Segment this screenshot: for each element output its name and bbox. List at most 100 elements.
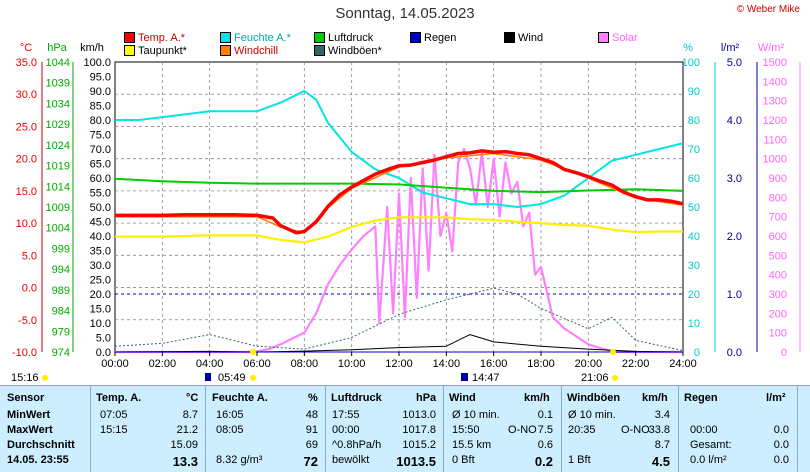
pressure-tick-label: 979 [52, 326, 70, 338]
table-cell-temp-t: 15:15 [100, 424, 128, 436]
wind-tick-label: 45.0 [90, 217, 111, 229]
temp-tick-label: 10.0 [16, 218, 37, 230]
table-cell-press-v: 1017.8 [402, 424, 436, 436]
solar-tick-label: 600 [769, 231, 787, 243]
rain-axis-header: l/m² [721, 42, 740, 54]
header-temp: Temp. A. [96, 392, 142, 404]
table-cell-rain-a: 0.0 l/m² [690, 454, 727, 466]
table-cell-temp-v: 8.7 [182, 409, 198, 421]
wind-tick-label: 85.0 [90, 101, 111, 113]
x-tick-label: 02:00 [149, 358, 177, 370]
table-cell-temp-v: 13.3 [172, 454, 198, 469]
table-divider [443, 386, 444, 472]
series-line-windben [114, 287, 684, 352]
legend-item: Solar [598, 32, 638, 44]
table-cell-press-t: 00:00 [332, 424, 360, 436]
table-cell-hum-t: 16:05 [216, 409, 244, 421]
table-cell-hum-v: 48 [305, 409, 318, 421]
x-tick-label: 16:00 [480, 358, 508, 370]
wind-tick-label: 100.0 [83, 57, 111, 69]
pressure-tick-label: 989 [52, 285, 70, 297]
header-humidity: Feuchte A. [212, 392, 268, 404]
solar-tick-label: 1500 [763, 57, 787, 69]
time-mark-sunrise: 05:49 [218, 372, 246, 384]
legend-swatch [598, 32, 609, 43]
rain-tick-label: 0.0 [727, 347, 742, 359]
legend-label: Feuchte A.* [234, 32, 291, 44]
header-rain-unit: l/m² [766, 392, 786, 404]
table-cell-press-v: 1013.0 [402, 409, 436, 421]
solar-tick-label: 1100 [763, 134, 787, 146]
pressure-tick-label: 1039 [46, 78, 70, 90]
legend-swatch [314, 32, 325, 43]
legend-swatch [220, 32, 231, 43]
series-line-taupunkt [115, 216, 683, 244]
x-tick-label: 24:00 [669, 358, 697, 370]
legend-item: Temp. A.* [124, 32, 185, 44]
header-wind-unit: km/h [524, 392, 550, 404]
temp-tick-label: 15.0 [16, 186, 37, 198]
solar-tick-label: 1400 [763, 76, 787, 88]
wind-tick-label: 40.0 [90, 231, 111, 243]
wind-tick-label: 50.0 [90, 202, 111, 214]
rain-tick-label: 5.0 [727, 57, 742, 69]
legend-swatch [220, 45, 231, 56]
table-cell-gust-v: 3.4 [654, 409, 670, 421]
series-line-luftdruck [114, 177, 684, 194]
table-cell-wind-v: 0.2 [534, 454, 553, 469]
legend-item: Feuchte A.* [220, 32, 291, 44]
chart-title: Sonntag, 14.05.2023 [335, 5, 475, 22]
legend-swatch [504, 32, 515, 43]
solar-tick-label: 900 [769, 173, 787, 185]
solar-tick-label: 800 [769, 192, 787, 204]
table-cell-gust-a: Ø 10 min. [568, 409, 616, 421]
x-tick-label: 22:00 [622, 358, 650, 370]
header-rain: Regen [684, 392, 718, 404]
wind-tick-label: 70.0 [90, 144, 111, 156]
legend-label: Temp. A.* [138, 32, 186, 44]
table-cell-rain-a: 00:00 [690, 424, 718, 436]
table-cell-press-t: 17:55 [332, 409, 360, 421]
wind-tick-label: 65.0 [90, 159, 111, 171]
wind-tick-label: 20.0 [90, 289, 111, 301]
x-tick-label: 18:00 [527, 358, 555, 370]
table-cell-rain-v: 0.0 [773, 454, 789, 466]
legend-item: Taupunkt* [124, 45, 187, 57]
wind-tick-label: 35.0 [90, 246, 111, 258]
temp-tick-label: 0.0 [22, 283, 37, 295]
temp-axis-header: °C [20, 42, 32, 54]
table-cell-wind-v: 7.5 [537, 424, 553, 436]
x-tick-label: 06:00 [243, 358, 271, 370]
table-cell-temp-v: 21.2 [176, 424, 198, 436]
header-temp-unit: °C [186, 392, 199, 404]
wind-tick-label: 55.0 [90, 188, 111, 200]
sunrise-dot [250, 349, 256, 355]
table-divider [325, 386, 326, 472]
wind-tick-label: 60.0 [90, 173, 111, 185]
credit-label: © Weber Mike [736, 4, 800, 15]
temp-tick-label: -10.0 [12, 347, 37, 359]
table-cell-gust-a: 1 Bft [568, 454, 591, 466]
legend-swatch [314, 45, 325, 56]
legend-item: Regen [410, 32, 456, 44]
pressure-tick-label: 984 [52, 306, 70, 318]
legend-swatch [124, 32, 135, 43]
humidity-tick-label: 100 [682, 57, 700, 69]
weather-chart: 00:00 02:00 04:00 06:00 08:00 10:00 12:00 14:00… [11, 42, 801, 384]
pressure-axis-header: hPa [47, 42, 67, 54]
sunset-mark-dot [612, 375, 618, 381]
table-cell-gust-b: O-NO [621, 424, 650, 436]
table-cell-gust-a: 20:35 [568, 424, 596, 436]
table-cell-label: 14.05. 23:55 [7, 454, 69, 466]
solar-tick-label: 700 [769, 212, 787, 224]
time-mark-sunset: 21:06 [581, 372, 609, 384]
solar-tick-label: 400 [769, 270, 787, 282]
pressure-tick-label: 1009 [46, 202, 70, 214]
sunrise-mark-dot [250, 375, 256, 381]
wind-tick-label: 80.0 [90, 115, 111, 127]
solar-tick-label: 100 [769, 328, 787, 340]
solar-tick-label: 1300 [763, 96, 787, 108]
legend-label: Luftdruck [328, 32, 374, 44]
humidity-tick-label: 60 [688, 173, 700, 185]
table-cell-hum-v: 72 [303, 454, 318, 469]
